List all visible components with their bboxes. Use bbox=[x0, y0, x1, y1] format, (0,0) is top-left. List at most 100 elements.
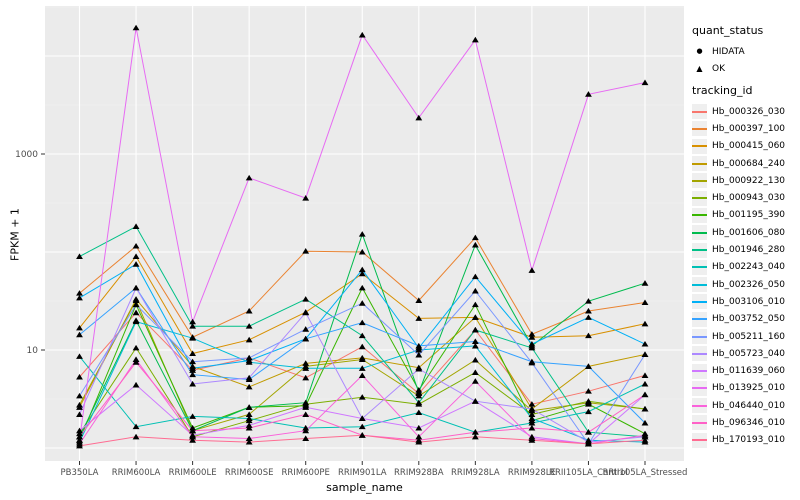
data-point bbox=[585, 298, 592, 304]
legend-item-label: Hb_011639_060 bbox=[712, 366, 786, 377]
data-point bbox=[415, 365, 423, 372]
data-point bbox=[245, 174, 253, 181]
data-point bbox=[76, 253, 83, 259]
data-point bbox=[528, 419, 536, 426]
legend-item: Hb_000415_060 bbox=[692, 138, 785, 155]
legend-key-swatch bbox=[692, 225, 707, 241]
data-point bbox=[585, 388, 592, 394]
data-point bbox=[132, 318, 140, 325]
x-tick-label: RRII105LA_Control bbox=[549, 468, 628, 478]
data-point bbox=[471, 234, 479, 241]
data-point bbox=[189, 335, 196, 341]
legend-key-swatch bbox=[692, 121, 707, 137]
data-point bbox=[471, 398, 479, 404]
legend-item: Hb_000922_130 bbox=[692, 172, 785, 189]
data-point bbox=[415, 297, 423, 303]
legend-item: Hb_000326_030 bbox=[692, 103, 785, 120]
data-point bbox=[245, 404, 253, 410]
data-point bbox=[76, 294, 83, 301]
legend-key-swatch bbox=[692, 311, 707, 327]
data-point bbox=[641, 380, 649, 387]
legend-item: Hb_001195_390 bbox=[692, 207, 785, 224]
data-point bbox=[76, 290, 83, 296]
data-point bbox=[358, 270, 366, 277]
data-point bbox=[471, 433, 479, 440]
data-point bbox=[641, 437, 649, 443]
data-point bbox=[189, 350, 196, 357]
legend-key-swatch bbox=[692, 415, 707, 431]
data-point bbox=[302, 335, 310, 342]
data-point bbox=[358, 423, 366, 430]
legend-key-swatch bbox=[692, 207, 707, 223]
legend-key-swatch bbox=[692, 156, 707, 172]
data-point bbox=[641, 405, 649, 412]
data-point bbox=[358, 266, 366, 273]
data-point bbox=[471, 36, 479, 43]
legend-key-swatch bbox=[692, 398, 707, 414]
data-point bbox=[358, 332, 366, 339]
data-point bbox=[132, 301, 140, 308]
data-point bbox=[528, 437, 536, 443]
data-point bbox=[245, 435, 253, 442]
data-point bbox=[528, 411, 536, 417]
data-point bbox=[471, 378, 479, 384]
data-point bbox=[415, 424, 423, 431]
data-point bbox=[132, 359, 140, 365]
legend-key-swatch bbox=[692, 138, 707, 154]
data-point bbox=[245, 354, 253, 361]
data-point bbox=[76, 442, 83, 449]
data-point bbox=[585, 440, 592, 447]
data-point bbox=[358, 248, 366, 255]
data-point bbox=[585, 401, 592, 407]
legend-quant-items: ● HIDATA ▲ OK bbox=[692, 43, 763, 78]
legend-item-label: Hb_001195_390 bbox=[712, 210, 786, 221]
x-tick-label: RRIM928BA bbox=[394, 468, 444, 478]
y-axis-title: FPKM + 1 bbox=[8, 208, 22, 261]
x-tick-label: RRIM600LE bbox=[169, 468, 217, 478]
data-point bbox=[585, 398, 592, 404]
data-point bbox=[76, 392, 83, 399]
data-point bbox=[528, 331, 536, 337]
data-point bbox=[358, 284, 366, 291]
data-point bbox=[585, 314, 592, 320]
data-point bbox=[528, 334, 536, 340]
data-point bbox=[358, 31, 366, 38]
legend-item-label: Hb_000397_100 bbox=[712, 123, 786, 134]
legend-item-label: Hb_000684_240 bbox=[712, 158, 786, 169]
legend-item-label: Hb_001946_280 bbox=[712, 245, 786, 256]
legend-item: Hb_000397_100 bbox=[692, 120, 785, 137]
data-point bbox=[189, 433, 196, 440]
legend-item: Hb_013925_010 bbox=[692, 380, 785, 397]
legend-item: Hb_003752_050 bbox=[692, 311, 785, 328]
data-point bbox=[585, 363, 592, 369]
data-point bbox=[76, 331, 83, 338]
data-point bbox=[585, 429, 592, 435]
data-point bbox=[302, 427, 310, 434]
data-point bbox=[641, 432, 649, 438]
data-point bbox=[471, 429, 479, 435]
data-point bbox=[76, 324, 83, 331]
legend-item-label: Hb_170193_010 bbox=[712, 435, 786, 446]
data-point bbox=[641, 320, 649, 327]
data-point bbox=[132, 297, 140, 303]
x-tick-label: RRIM928LA bbox=[451, 468, 500, 478]
legend-item: Hb_001946_280 bbox=[692, 241, 785, 258]
x-tick-label: RRIM600LA bbox=[112, 468, 161, 478]
data-point bbox=[132, 344, 140, 351]
data-point bbox=[302, 411, 310, 417]
data-point bbox=[471, 342, 479, 349]
legend-key-swatch bbox=[692, 294, 707, 310]
data-point bbox=[76, 353, 83, 359]
legend-item-label: HIDATA bbox=[712, 46, 745, 57]
legend-key-swatch bbox=[692, 104, 707, 120]
data-point bbox=[302, 194, 310, 201]
legend-item: Hb_002326_050 bbox=[692, 276, 785, 293]
data-point bbox=[302, 374, 310, 381]
legend-key-swatch bbox=[692, 346, 707, 362]
data-point bbox=[471, 369, 479, 375]
y-tick-label: 1000 bbox=[15, 150, 38, 160]
legend-item: Hb_011639_060 bbox=[692, 362, 785, 379]
plot-panel bbox=[45, 6, 684, 461]
legend-item: Hb_001606_080 bbox=[692, 224, 785, 241]
